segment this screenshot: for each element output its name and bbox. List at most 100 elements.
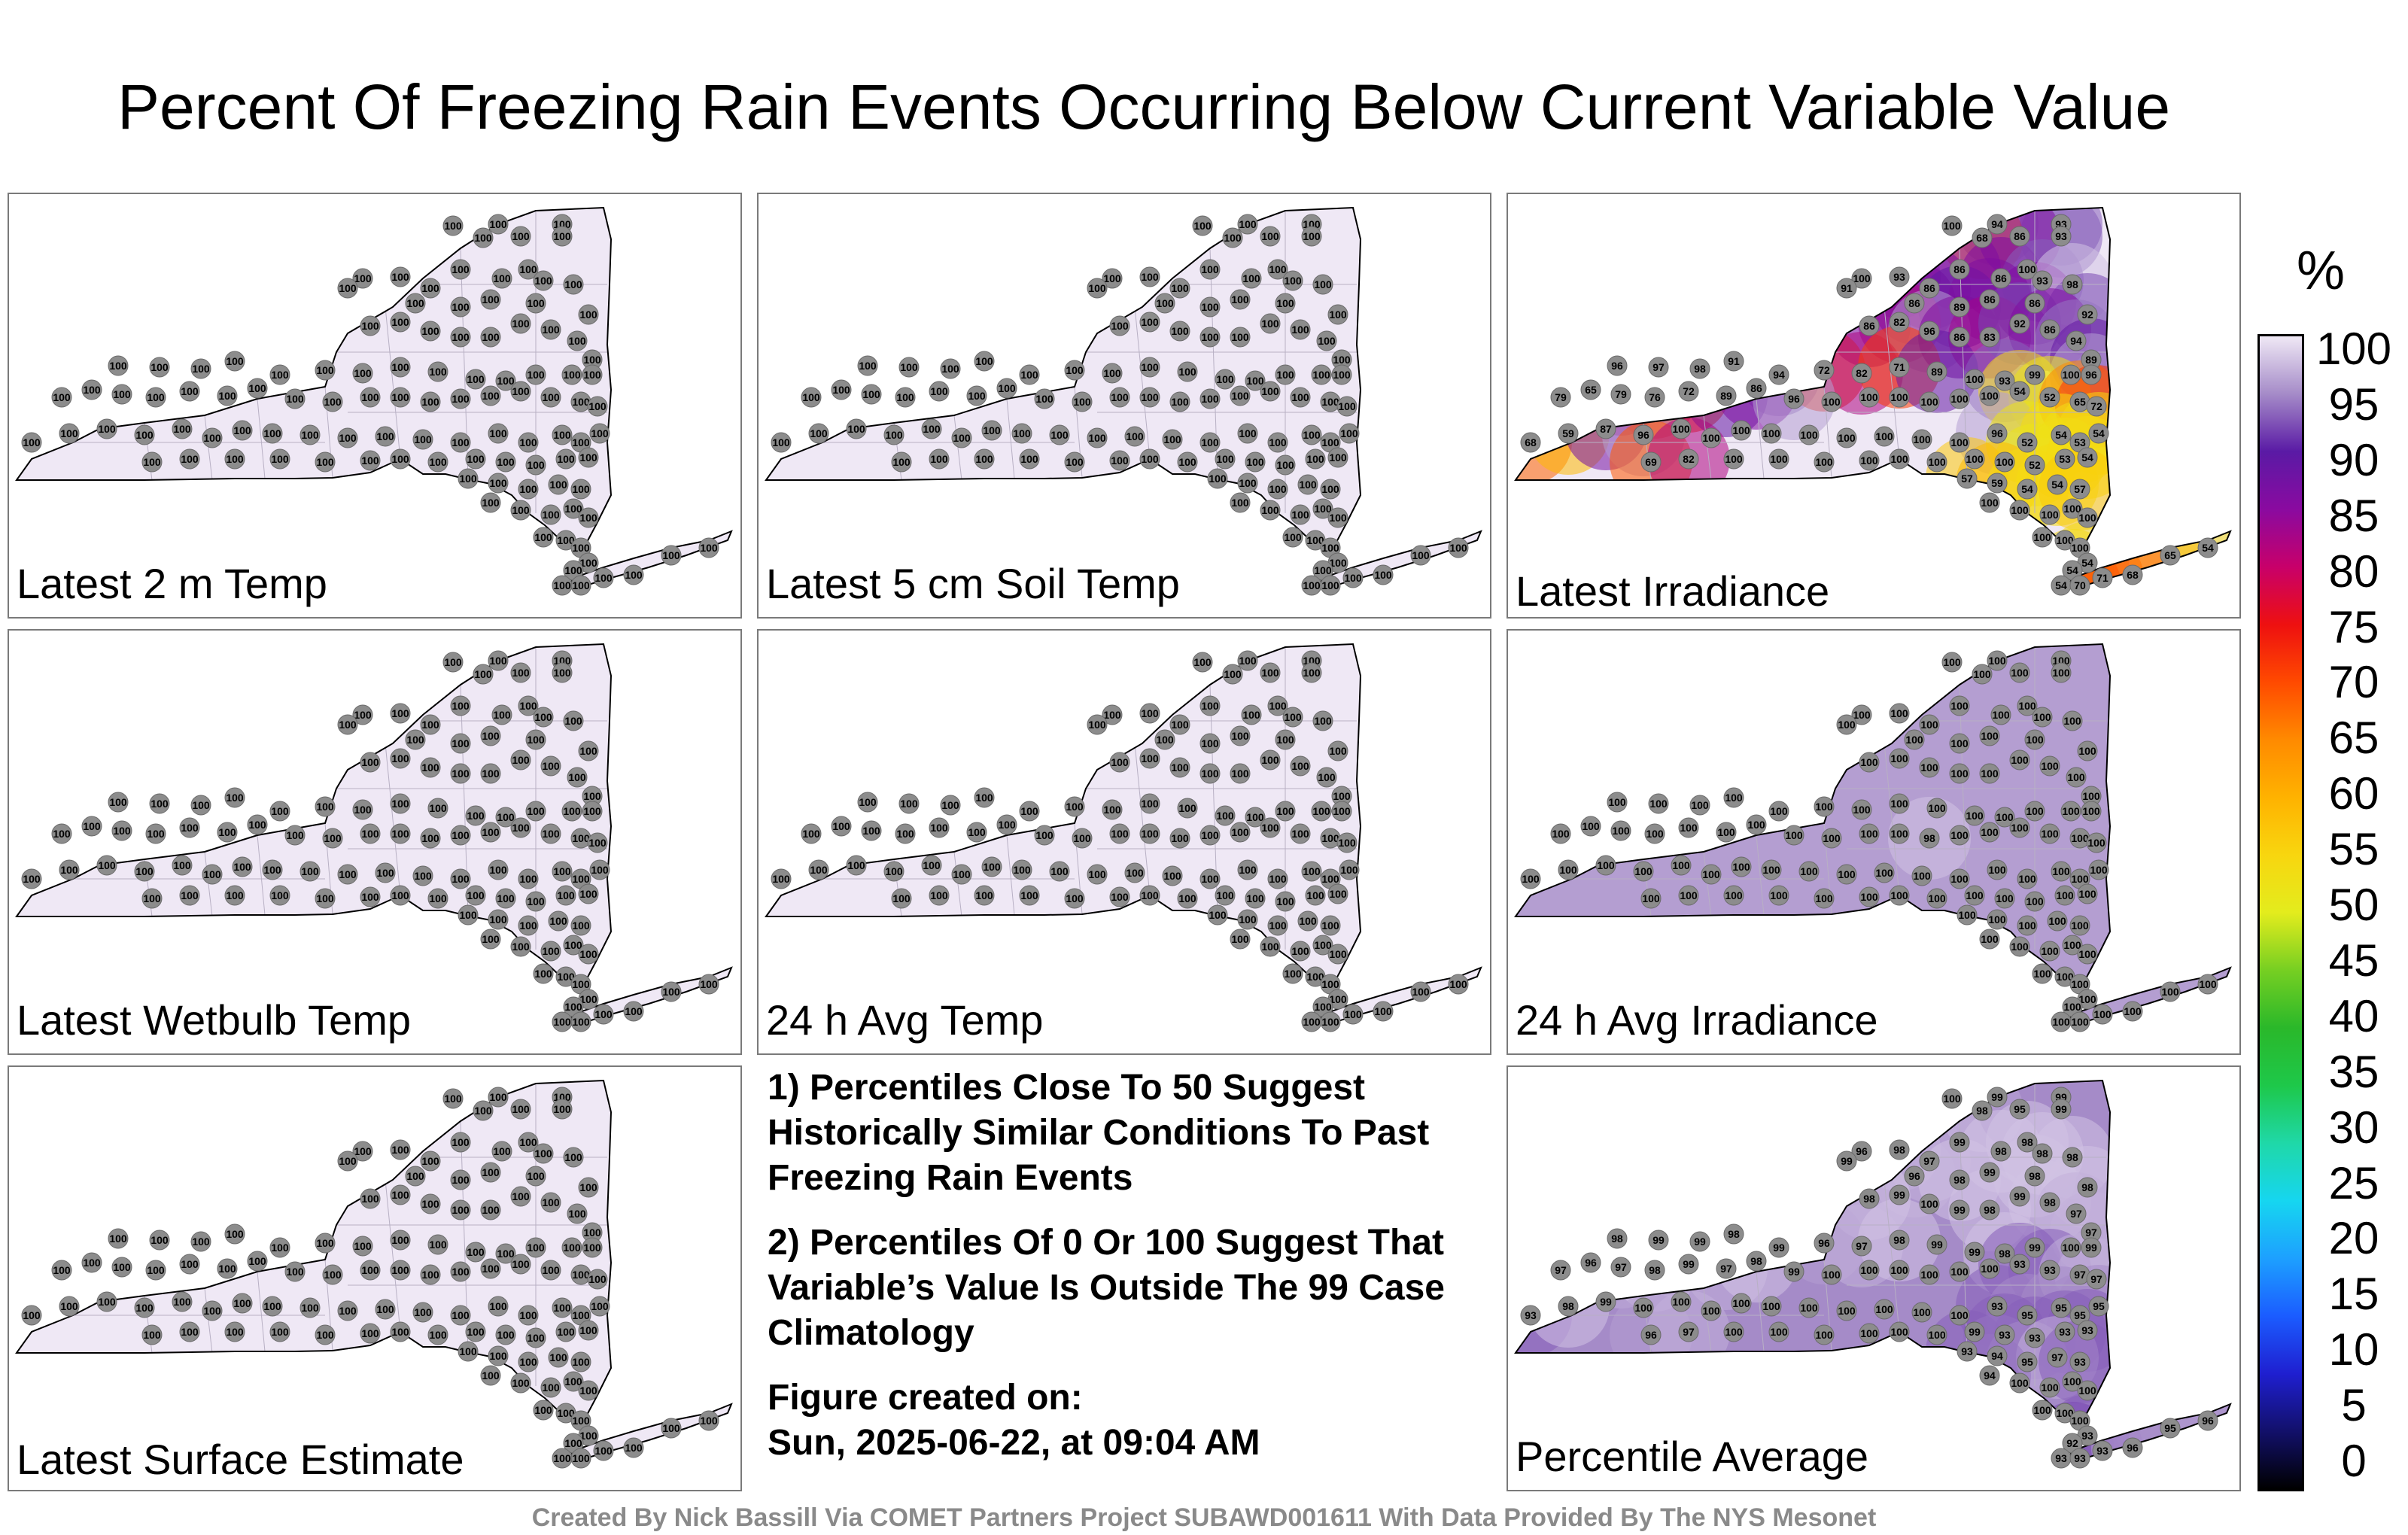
station-value: 100 — [406, 1170, 424, 1182]
station-marker: 100 — [2051, 861, 2072, 882]
station-marker: 100 — [488, 423, 509, 444]
station-dot — [458, 904, 479, 926]
station-marker: 100 — [2009, 936, 2030, 957]
station-value: 100 — [553, 429, 571, 441]
station-dot — [488, 909, 509, 930]
station-dot — [552, 1297, 573, 1318]
station-value: 100 — [1913, 1306, 1931, 1318]
station-marker: 100 — [190, 358, 211, 379]
station-marker: 100 — [450, 1261, 471, 1282]
station-dot — [1821, 391, 1842, 412]
station-marker: 100 — [1290, 755, 1311, 777]
station-marker: 97 — [1716, 1258, 1737, 1279]
station-dot — [2054, 885, 2075, 906]
station-marker: 93 — [1889, 266, 1910, 287]
station-dot — [1859, 387, 1880, 408]
station-dot — [1964, 369, 1985, 390]
station-marker: 100 — [974, 351, 995, 372]
station-marker: 100 — [390, 357, 411, 378]
station-dot — [202, 1300, 223, 1321]
station-dot — [1904, 729, 1925, 750]
station-value: 100 — [361, 1193, 379, 1205]
station-value: 100 — [527, 1242, 545, 1254]
station-dot — [623, 1437, 644, 1458]
station-dot — [1072, 828, 1093, 849]
station-value: 100 — [583, 1242, 601, 1254]
station-dot — [1237, 423, 1258, 444]
station-dot — [190, 1231, 211, 1252]
station-dot — [488, 1345, 509, 1366]
station-value: 100 — [896, 828, 914, 840]
station-marker: 54 — [2017, 479, 2038, 500]
station-marker: 54 — [2197, 537, 2218, 558]
station-dot — [2077, 944, 2098, 965]
station-value: 98 — [1728, 1228, 1740, 1240]
station-dot — [552, 861, 573, 882]
station-dot — [232, 1293, 253, 1314]
station-value: 100 — [588, 400, 607, 412]
station-dot — [217, 385, 238, 406]
station-dot — [1139, 357, 1160, 378]
station-value: 100 — [421, 719, 439, 731]
station-value: 100 — [1261, 318, 1279, 330]
station-value: 57 — [1961, 473, 1973, 485]
station-dot — [1327, 304, 1348, 325]
station-marker: 100 — [1312, 996, 1333, 1017]
station-marker: 95 — [2088, 1296, 2109, 1317]
station-marker: 100 — [563, 1147, 584, 1168]
station-marker: 100 — [1245, 888, 1266, 909]
station-value: 100 — [579, 309, 597, 321]
station-value: 100 — [150, 1234, 169, 1246]
station-dot — [525, 1166, 546, 1187]
station-marker: 100 — [1949, 1261, 1970, 1282]
station-dot — [1859, 752, 1880, 773]
colorbar-tick-label: 80 — [2328, 546, 2379, 597]
station-marker: 100 — [390, 266, 411, 287]
station-value: 100 — [1246, 375, 1264, 387]
station-value: 100 — [542, 324, 560, 336]
station-value: 100 — [1762, 864, 1780, 876]
station-marker: 100 — [1267, 868, 1288, 889]
station-value: 70 — [2074, 579, 2086, 591]
station-dot — [488, 214, 509, 235]
station-dot — [1290, 504, 1311, 525]
station-value: 100 — [512, 385, 530, 397]
station-value: 68 — [2127, 569, 2139, 581]
station-dot — [337, 1150, 358, 1172]
station-dot — [1580, 816, 1601, 837]
station-marker: 100 — [1260, 500, 1281, 521]
station-marker: 100 — [533, 1400, 554, 1421]
station-dot — [1746, 378, 1767, 399]
station-marker: 99 — [1768, 1237, 1789, 1258]
station-dot — [1162, 865, 1183, 886]
station-value: 100 — [1276, 369, 1294, 381]
station-dot — [337, 864, 358, 885]
station-value: 100 — [1224, 668, 1242, 680]
station-value: 100 — [391, 1264, 409, 1276]
station-dot — [1919, 1264, 1940, 1285]
station-marker: 97 — [1678, 1321, 1699, 1342]
station-marker: 87 — [1595, 418, 1616, 439]
station-marker: 100 — [623, 564, 644, 585]
station-marker: 100 — [2039, 941, 2060, 962]
station-dot — [375, 426, 396, 447]
station-marker: 100 — [111, 384, 132, 405]
station-dot — [111, 820, 132, 841]
station-marker: 100 — [442, 652, 464, 673]
station-value: 100 — [1838, 719, 1856, 731]
station-marker: 100 — [420, 391, 441, 412]
station-marker: 100 — [1919, 757, 1940, 778]
county-line — [1134, 306, 1151, 460]
station-value: 100 — [1890, 798, 1908, 810]
station-value: 100 — [1950, 436, 1969, 448]
station-marker: 100 — [1716, 822, 1737, 843]
station-dot — [491, 1141, 512, 1162]
station-marker: 100 — [473, 664, 494, 685]
station-marker: 93 — [2051, 226, 2072, 247]
station-marker: 93 — [2054, 1321, 2075, 1342]
station-value: 100 — [527, 805, 545, 817]
station-marker: 100 — [518, 1305, 539, 1326]
station-value: 100 — [482, 497, 500, 509]
station-marker: 100 — [808, 423, 829, 444]
